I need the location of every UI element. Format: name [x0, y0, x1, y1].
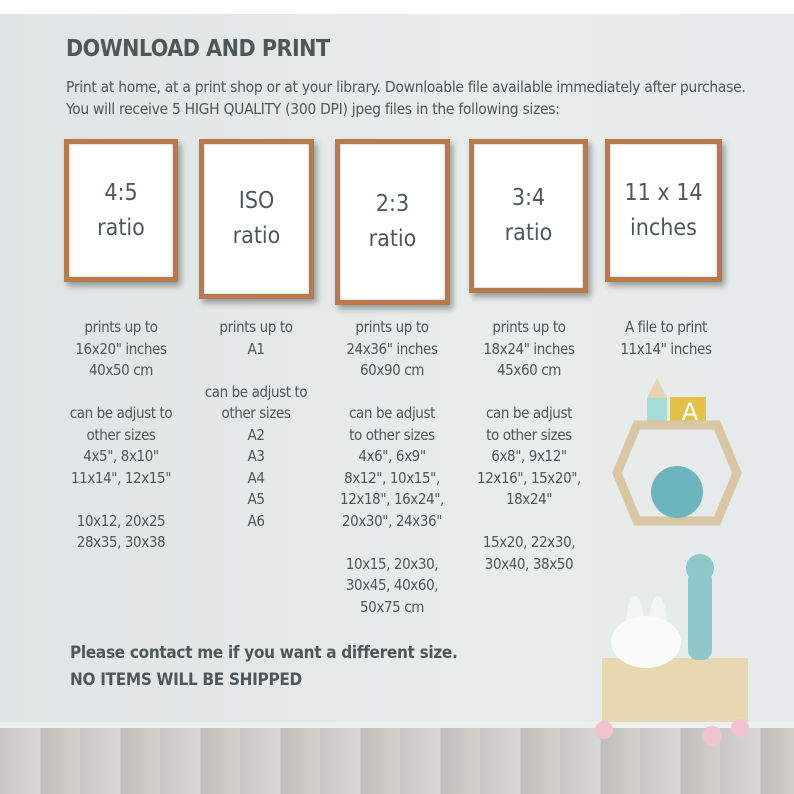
nursery-decor: A	[595, 378, 749, 746]
svg-text:A: A	[682, 398, 699, 426]
frame-sublabel: inches	[630, 214, 697, 241]
frame-label: 4:5	[104, 179, 138, 206]
frame-label: 11 x 14	[624, 179, 703, 206]
frame-3-4: 3:4 ratio	[469, 139, 588, 293]
frame-sublabel: ratio	[368, 226, 417, 252]
frame-2-3: 2:3 ratio	[335, 139, 450, 305]
size-info-4-5: prints up to 16x20" inches 40x50 cm can …	[69, 318, 173, 551]
size-info-iso: prints up to A1 can be adjust to other s…	[204, 318, 308, 530]
hexagon-shelf	[612, 420, 742, 526]
frame-label: 2:3	[375, 191, 410, 217]
baseboard	[0, 722, 794, 729]
frame-label: 3:4	[511, 185, 546, 211]
size-info-11x14: A file to print 11x14" inches	[620, 318, 712, 358]
frame-sublabel: ratio	[97, 214, 145, 241]
frame-11x14: 11 x 14 inches	[605, 139, 722, 282]
toy-cart	[595, 658, 749, 746]
contact-note: Please contact me if you want a differen…	[70, 643, 458, 663]
intro-text: Print at home, at a print shop or at you…	[66, 78, 746, 118]
pencil-decor	[647, 378, 667, 424]
size-info-2-3: prints up to 24x36" inches 60x90 cm can …	[340, 318, 444, 616]
size-info-3-4: prints up to 18x24" inches 45x60 cm can …	[477, 318, 581, 573]
letter-block: A	[670, 397, 706, 426]
frame-iso: ISO ratio	[199, 139, 314, 299]
frame-sublabel: ratio	[504, 220, 553, 246]
frame-label: ISO	[238, 188, 275, 214]
shipping-note: NO ITEMS WILL BE SHIPPED	[70, 670, 302, 690]
footer-note: Please contact me if you want a differen…	[70, 640, 458, 694]
top-band	[0, 0, 794, 14]
frame-4-5: 4:5 ratio	[64, 139, 178, 282]
page-title: DOWNLOAD AND PRINT	[66, 36, 330, 62]
giraffe-toy	[686, 554, 714, 660]
bunny-lamp	[611, 596, 681, 668]
knot-pillow	[651, 466, 703, 518]
wood-floor	[0, 728, 794, 794]
frame-sublabel: ratio	[232, 223, 281, 249]
